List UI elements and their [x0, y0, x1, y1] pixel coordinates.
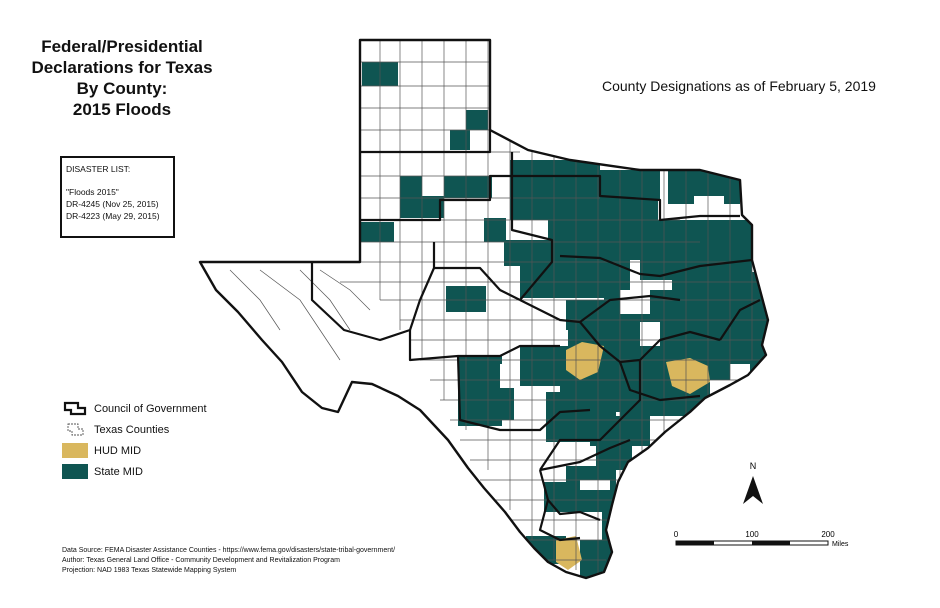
legend-item-hud-mid: HUD MID [62, 440, 207, 461]
legend-item-counties: Texas Counties [62, 419, 207, 440]
designation-date: County Designations as of February 5, 20… [602, 78, 876, 94]
state-mid-county [600, 170, 660, 200]
title-line-4: 2015 Floods [72, 100, 172, 119]
legend-label-counties: Texas Counties [94, 423, 170, 436]
hud-mid-swatch [62, 443, 88, 458]
state-mid-county [358, 222, 394, 242]
legend-item-cog: Council of Government [62, 398, 207, 419]
legend-label-state-mid: State MID [94, 465, 143, 478]
scale-unit: Miles [832, 541, 849, 548]
disaster-event: "Floods 2015" [66, 187, 119, 197]
state-mid-county [468, 176, 492, 198]
legend-label-hud-mid: HUD MID [94, 444, 142, 457]
disaster-list-heading: DISASTER LIST: [66, 164, 131, 174]
cog-outline-icon [62, 401, 88, 416]
map-sources: Data Source: FEMA Disaster Assistance Co… [62, 546, 395, 576]
title-line-2: Declarations for Texas [31, 58, 213, 77]
state-mid-county [422, 196, 444, 218]
scale-tick-200: 200 [821, 530, 835, 539]
hud-mid-county [556, 536, 582, 570]
title-line-3: By County: [76, 79, 168, 98]
projection-line: Projection: NAD 1983 Texas Statewide Map… [62, 567, 237, 574]
cog-boundaries [310, 130, 761, 542]
hud-mid-county [666, 358, 710, 394]
county-outline-icon [62, 422, 88, 437]
map-title: Federal/Presidential Declarations for Te… [22, 36, 222, 120]
county-lines [229, 40, 766, 578]
north-label: N [750, 461, 757, 471]
north-arrow-icon: N [743, 461, 763, 504]
state-mid-county [484, 218, 506, 242]
state-mid-county [640, 220, 752, 280]
county-fills [229, 40, 768, 578]
author-line: Author: Texas General Land Office - Comm… [62, 557, 340, 564]
state-mid-county [544, 482, 584, 512]
legend-label-cog: Council of Government [94, 402, 207, 415]
state-mid-swatch [62, 464, 88, 479]
disaster-item: DR-4223 (May 29, 2015) [66, 211, 160, 221]
title-line-1: Federal/Presidential [41, 37, 203, 56]
scale-tick-0: 0 [674, 530, 679, 539]
legend-item-state-mid: State MID [62, 461, 207, 482]
map-legend: Council of Government Texas Counties HUD… [62, 398, 207, 482]
source-line: Data Source: FEMA Disaster Assistance Co… [62, 547, 396, 554]
hud-mid-counties [556, 342, 710, 570]
hud-mid-county [566, 342, 604, 380]
state-mid-county [466, 110, 488, 130]
state-mid-county [444, 176, 468, 198]
state-mid-county [400, 176, 422, 218]
scale-bar: 0 100 200 Miles [674, 530, 849, 548]
disaster-list-box: DISASTER LIST: "Floods 2015" DR-4245 (No… [60, 156, 175, 238]
state-mid-county [548, 196, 658, 260]
state-mid-county [450, 130, 470, 150]
disaster-item: DR-4245 (Nov 25, 2015) [66, 199, 159, 209]
scale-tick-100: 100 [745, 530, 759, 539]
